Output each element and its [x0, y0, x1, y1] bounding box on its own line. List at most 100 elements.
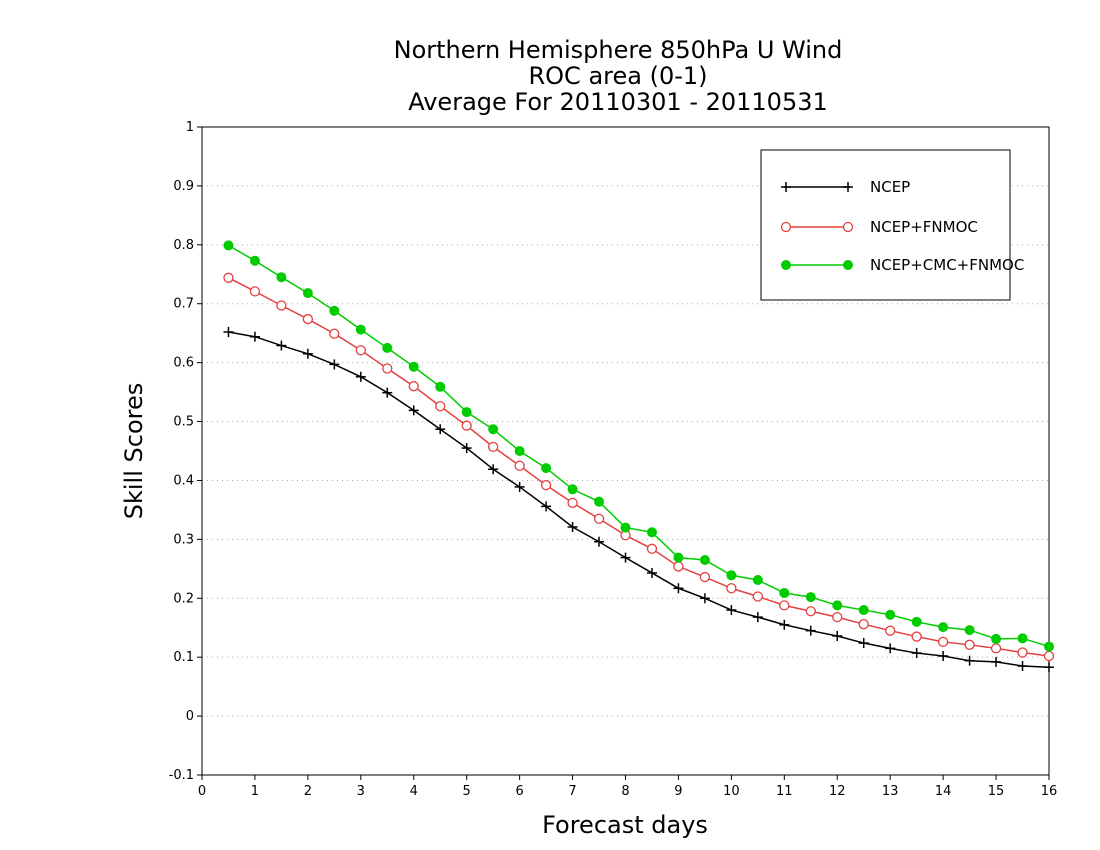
data-point-ncep-fnmoc — [355, 345, 366, 356]
data-point-ncep-cmc-fnmoc — [752, 575, 763, 586]
data-point-ncep-fnmoc — [329, 328, 340, 339]
x-tick-label: 8 — [621, 784, 629, 799]
x-tick-label: 0 — [198, 784, 206, 799]
data-point-ncep — [1044, 662, 1054, 673]
y-tick-label: 0 — [186, 709, 194, 724]
legend-marker — [843, 260, 853, 270]
data-point-ncep-fnmoc — [964, 639, 975, 650]
y-axis: -0.1 0 0.1 0.2 0.3 0.4 0.5 0.6 0.7 0.8 0.9 1 — [169, 120, 202, 783]
y-tick-label: 0.6 — [173, 356, 194, 371]
data-point-ncep — [699, 593, 710, 604]
data-point-ncep-cmc-fnmoc — [302, 288, 313, 299]
y-tick-label: -0.1 — [169, 768, 194, 783]
x-tick-label: 6 — [515, 784, 523, 799]
data-point-ncep — [567, 521, 578, 532]
data-point-ncep-cmc-fnmoc — [382, 342, 393, 353]
series-line-ncep-fnmoc — [228, 277, 1050, 657]
data-point-ncep — [805, 625, 816, 636]
data-point-ncep — [832, 630, 843, 641]
data-point-ncep-cmc-fnmoc — [223, 240, 234, 251]
data-point-ncep — [858, 638, 869, 649]
data-point-ncep-fnmoc — [593, 513, 605, 524]
data-point-ncep-cmc-fnmoc — [805, 592, 816, 603]
series-line-ncep-cmc-fnmoc — [228, 244, 1050, 648]
data-point-ncep — [329, 359, 340, 370]
data-point-ncep-fnmoc — [937, 636, 949, 648]
data-point-ncep-cmc-fnmoc — [699, 554, 710, 565]
data-point-ncep-cmc-fnmoc — [276, 272, 287, 283]
data-point-ncep-fnmoc — [832, 611, 843, 623]
y-tick-label: 0.5 — [173, 415, 194, 430]
data-point-ncep-fnmoc — [408, 381, 419, 392]
y-tick-label: 1 — [186, 120, 194, 135]
data-point-ncep-fnmoc — [435, 401, 446, 412]
data-point-ncep — [1017, 661, 1028, 672]
data-point-ncep-fnmoc — [223, 272, 234, 283]
data-point-ncep-fnmoc — [673, 561, 684, 572]
data-point-ncep — [382, 387, 393, 398]
data-point-ncep — [223, 327, 234, 338]
data-point-ncep — [964, 655, 975, 666]
data-point-ncep-cmc-fnmoc — [673, 552, 684, 563]
x-tick-label: 13 — [882, 784, 899, 799]
chart-title-line-2: ROC area (0-1) — [528, 62, 707, 90]
data-point-ncep-cmc-fnmoc — [594, 496, 605, 507]
x-tick-label: 16 — [1041, 784, 1058, 799]
data-point-ncep-cmc-fnmoc — [1044, 641, 1054, 652]
data-point-ncep-cmc-fnmoc — [514, 446, 525, 456]
chart-title-line-1: Northern Hemisphere 850hPa U Wind — [394, 36, 843, 64]
data-point-ncep — [461, 443, 472, 454]
data-point-ncep — [488, 464, 499, 475]
legend-marker — [781, 182, 791, 192]
legend-item-ncep: NCEP — [781, 178, 910, 196]
data-point-ncep-cmc-fnmoc — [435, 381, 446, 392]
data-point-ncep — [885, 643, 896, 654]
data-point-ncep-cmc-fnmoc — [461, 407, 472, 418]
series-ncep — [223, 327, 1054, 673]
data-point-ncep — [541, 501, 552, 512]
legend-marker — [843, 182, 853, 192]
legend-marker — [780, 221, 792, 233]
legend-marker — [842, 221, 854, 233]
data-point-ncep — [752, 612, 763, 623]
data-point-ncep-cmc-fnmoc — [964, 625, 975, 636]
legend-item-ncep-fnmoc: NCEP+FNMOC — [780, 218, 978, 236]
data-point-ncep-cmc-fnmoc — [938, 622, 949, 633]
series-ncep-cmc-fnmoc — [223, 240, 1054, 652]
data-point-ncep-fnmoc — [726, 583, 737, 594]
data-point-ncep-cmc-fnmoc — [1017, 633, 1028, 644]
data-point-ncep-fnmoc — [567, 497, 578, 508]
x-tick-label: 1 — [251, 784, 259, 799]
x-tick-label: 11 — [776, 784, 793, 799]
data-point-ncep-fnmoc — [488, 441, 499, 453]
data-point-ncep-cmc-fnmoc — [646, 527, 657, 538]
x-tick-label: 14 — [935, 784, 952, 799]
data-point-ncep-fnmoc — [461, 420, 472, 431]
legend-label: NCEP — [870, 178, 910, 196]
data-point-ncep — [620, 552, 631, 563]
data-point-ncep — [938, 651, 949, 662]
data-point-ncep-cmc-fnmoc — [488, 424, 499, 435]
data-point-ncep-cmc-fnmoc — [779, 587, 790, 598]
series-line-ncep — [228, 331, 1050, 668]
data-point-ncep — [514, 481, 525, 492]
data-point-ncep-fnmoc — [382, 363, 393, 374]
x-tick-label: 12 — [829, 784, 846, 799]
y-tick-label: 0.1 — [173, 650, 194, 665]
data-point-ncep — [779, 619, 790, 630]
data-point-ncep-cmc-fnmoc — [620, 522, 631, 533]
data-point-ncep-fnmoc — [540, 480, 552, 491]
legend-marker — [781, 260, 791, 270]
y-tick-label: 0.7 — [173, 297, 194, 312]
data-point-ncep-cmc-fnmoc — [355, 324, 366, 335]
data-point-ncep — [991, 656, 1002, 667]
data-point-ncep — [302, 348, 313, 359]
data-point-ncep-fnmoc — [885, 625, 896, 636]
data-point-ncep-fnmoc — [699, 571, 711, 583]
data-point-ncep — [911, 648, 922, 659]
data-point-ncep-fnmoc — [1043, 650, 1055, 662]
data-point-ncep-fnmoc — [1017, 647, 1028, 658]
data-point-ncep-fnmoc — [779, 600, 790, 611]
chart-title-line-3: Average For 20110301 - 20110531 — [408, 88, 828, 116]
